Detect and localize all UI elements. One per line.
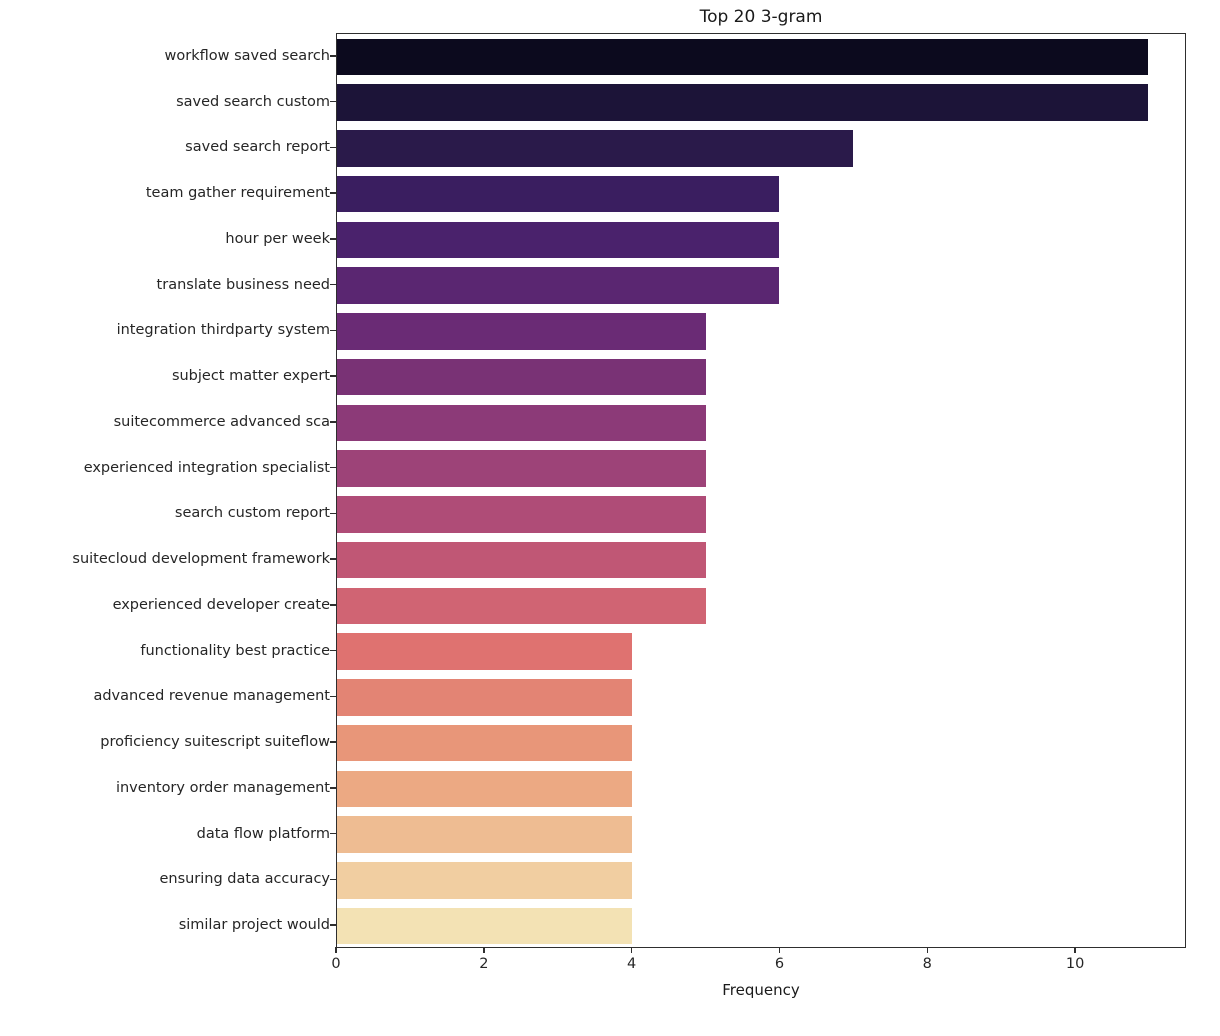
y-tick-label: suitecloud development framework: [72, 551, 330, 568]
y-tick-mark: [330, 55, 336, 57]
bar: [337, 770, 632, 808]
y-tick-mark: [330, 695, 336, 698]
bar: [337, 84, 1149, 121]
y-tick-label: experienced integration specialist: [83, 459, 330, 476]
y-tick-label: team gather requirement: [145, 185, 330, 202]
bar: [337, 907, 632, 945]
y-tick-label: experienced developer create: [112, 596, 330, 613]
y-tick-mark: [330, 512, 336, 515]
y-tick-mark: [330, 329, 336, 332]
y-tick-mark: [330, 649, 336, 652]
bar: [337, 38, 1149, 76]
y-tick-label: suitecommerce advanced sca: [113, 413, 330, 430]
y-tick-mark: [330, 238, 336, 240]
x-tick-mark: [335, 947, 337, 953]
bar: [337, 724, 632, 762]
y-tick-label: integration thirdparty system: [116, 322, 330, 339]
bar: [337, 816, 632, 853]
bar: [337, 221, 780, 259]
x-tick-mark: [778, 947, 781, 953]
bar: [337, 175, 780, 213]
y-tick-label: saved search custom: [176, 93, 330, 110]
bar: [337, 862, 632, 899]
bar: [337, 587, 706, 625]
x-axis-label: Frequency: [722, 981, 800, 999]
x-tick-mark: [926, 947, 928, 953]
bar: [337, 313, 706, 350]
y-tick-label: functionality best practice: [140, 642, 330, 659]
bar: [337, 130, 854, 167]
y-tick-mark: [330, 146, 336, 149]
x-tick-label: 2: [479, 956, 489, 972]
bar: [337, 267, 780, 304]
x-tick-mark: [630, 947, 633, 953]
x-tick-label: 6: [774, 956, 785, 972]
bar: [337, 679, 632, 716]
y-tick-label: data flow platform: [196, 825, 330, 842]
y-tick-mark: [330, 558, 336, 560]
y-tick-label: proficiency suitescript suiteflow: [100, 734, 330, 751]
y-tick-mark: [330, 787, 336, 789]
y-tick-mark: [330, 192, 336, 194]
y-tick-label: workflow saved search: [164, 47, 330, 64]
x-tick-mark: [1074, 947, 1076, 953]
y-tick-label: subject matter expert: [171, 368, 330, 385]
y-tick-label: similar project would: [178, 917, 330, 934]
x-tick-label: 10: [1065, 956, 1085, 972]
y-tick-mark: [330, 421, 336, 423]
y-tick-mark: [330, 924, 336, 926]
bar: [337, 404, 706, 442]
x-tick-label: 8: [922, 956, 932, 972]
x-tick-mark: [483, 947, 485, 953]
y-tick-label: translate business need: [156, 276, 330, 293]
x-tick-label: 4: [627, 956, 637, 972]
y-tick-mark: [330, 741, 336, 743]
y-tick-label: search custom report: [174, 505, 330, 522]
y-tick-mark: [330, 283, 336, 286]
y-tick-mark: [330, 466, 336, 469]
chart-title: Top 20 3-gram: [699, 7, 823, 27]
bar: [337, 358, 706, 396]
bar: [337, 450, 706, 487]
y-tick-label: hour per week: [225, 230, 330, 247]
y-tick-mark: [330, 100, 336, 103]
y-tick-label: saved search report: [185, 139, 330, 156]
y-tick-mark: [330, 832, 336, 835]
y-tick-mark: [330, 375, 336, 377]
y-tick-label: advanced revenue management: [93, 688, 330, 705]
bar: [337, 496, 706, 533]
bar: [337, 541, 706, 579]
y-tick-mark: [330, 878, 336, 881]
y-tick-mark: [330, 604, 336, 606]
y-tick-label: inventory order management: [115, 779, 330, 796]
plot-area: [336, 33, 1186, 948]
x-tick-label: 0: [331, 956, 341, 972]
bar: [337, 633, 632, 670]
y-tick-label: ensuring data accuracy: [159, 871, 330, 888]
